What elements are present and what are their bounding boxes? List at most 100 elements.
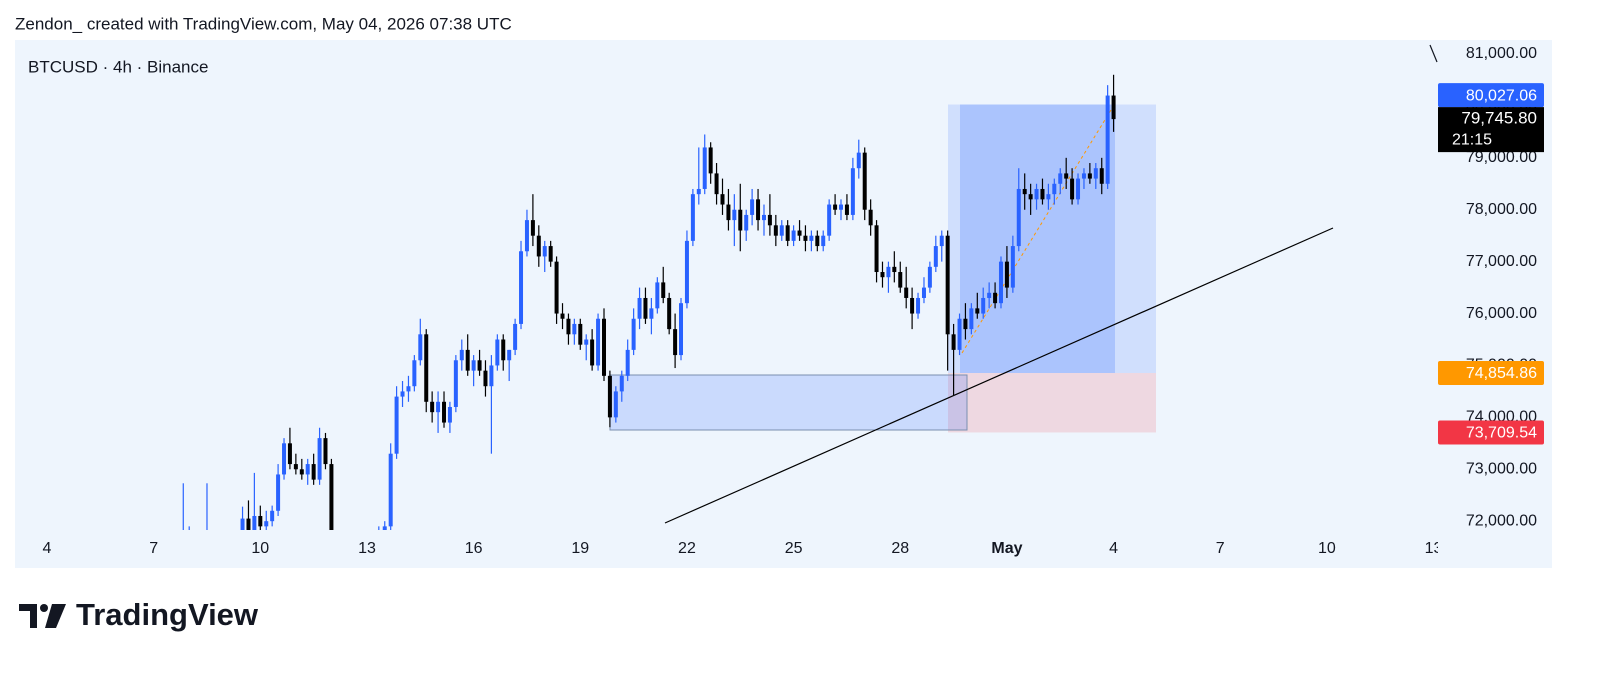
zone-rectangle: [609, 374, 968, 431]
candle-body: [507, 349, 512, 361]
candle-body: [1046, 194, 1051, 200]
logo-text: TradingView: [76, 597, 259, 632]
candle-body: [584, 339, 589, 345]
candle-body: [969, 308, 974, 330]
candle-body: [442, 401, 447, 423]
candle-body: [400, 391, 405, 397]
candle-body: [809, 235, 814, 241]
candle-body: [329, 464, 334, 530]
price-tag-label: 73,709.54: [1466, 425, 1537, 442]
candle-body: [803, 235, 808, 241]
y-tick-label: 79,000.00: [1466, 149, 1537, 166]
candle-body: [1010, 246, 1015, 288]
price-tag: [1438, 83, 1544, 108]
candle-body: [625, 349, 630, 376]
x-tick-label: 16: [465, 540, 483, 557]
loss-zone: [948, 372, 1156, 433]
candle-body: [744, 214, 749, 231]
candle-body: [317, 438, 322, 480]
candle-body: [1099, 168, 1104, 184]
candle-body: [270, 510, 275, 522]
candle-body: [655, 282, 660, 309]
x-tick-label: May: [991, 540, 1022, 557]
candle-body: [838, 204, 843, 210]
candle-body: [477, 360, 482, 371]
candle-body: [690, 194, 695, 241]
profit-zone-filled: [960, 104, 1115, 373]
candle-body: [998, 261, 1003, 304]
candle-body: [524, 220, 529, 252]
candle-body: [767, 214, 772, 226]
x-tick-label: 7: [149, 540, 158, 557]
drawings: [948, 104, 1156, 433]
x-tick-label: 28: [891, 540, 909, 557]
x-tick-label: 25: [785, 540, 803, 557]
countdown: 21:15: [1452, 131, 1492, 148]
candle-body: [1052, 183, 1057, 195]
x-tick-label: 4: [1109, 540, 1118, 557]
candle-body: [489, 365, 494, 387]
candle-body: [1111, 95, 1116, 120]
candle-body: [732, 209, 737, 221]
candle-body: [554, 261, 559, 314]
trend-line: [664, 227, 1334, 524]
candle-body: [916, 297, 921, 314]
candle-body: [596, 318, 601, 366]
candle-body: [898, 272, 903, 288]
candle-body: [779, 225, 784, 236]
candle-body: [667, 297, 672, 330]
candle-body: [975, 308, 980, 314]
candle-body: [483, 370, 488, 387]
plot: [182, 74, 1334, 530]
candle-body: [311, 464, 316, 480]
candle-body: [945, 235, 950, 335]
y-tick-label: 72,000.00: [1466, 512, 1537, 529]
candle-body: [821, 235, 826, 247]
candle-body: [246, 518, 251, 530]
candle-body: [673, 329, 678, 356]
last-price-label: 79,745.80: [1461, 109, 1537, 128]
symbol: BTCUSD · 4h · Binance: [28, 57, 208, 76]
candle-body: [862, 152, 867, 210]
candle-body: [572, 323, 577, 335]
candle-body: [874, 225, 879, 273]
candle-body: [720, 194, 725, 205]
axis-artifact: [1429, 44, 1438, 63]
y-tick-label: 76,000.00: [1466, 305, 1537, 322]
candle-body: [602, 318, 607, 376]
candle-body: [513, 323, 518, 350]
candle-body: [607, 375, 612, 418]
candle-body: [536, 235, 541, 257]
candle-body: [305, 464, 310, 475]
candle-body: [1040, 188, 1045, 200]
candle-body: [1076, 178, 1081, 200]
candle-body: [880, 272, 885, 278]
candle-body: [756, 199, 761, 221]
candle-body: [886, 266, 891, 278]
candle-body: [1064, 173, 1069, 179]
x-tick-label: 7: [1216, 540, 1225, 557]
candle-body: [868, 209, 873, 226]
x-tick-label: 10: [251, 540, 269, 557]
logo-icon: [19, 604, 37, 611]
candle-body: [927, 266, 932, 288]
candle-body: [1070, 178, 1075, 200]
candle-body: [957, 318, 962, 350]
candle-body: [406, 386, 411, 392]
candle-body: [933, 246, 938, 267]
candle-body: [815, 235, 820, 247]
candle-body: [631, 318, 636, 350]
candle-body: [293, 464, 298, 470]
candle-body: [951, 334, 956, 350]
position-path: [961, 104, 1115, 354]
candle-body: [282, 443, 287, 475]
candle-body: [459, 349, 464, 361]
candle-body: [530, 220, 535, 236]
candle-body: [856, 152, 861, 169]
candle-body: [1093, 168, 1098, 179]
x-tick-label: 19: [571, 540, 589, 557]
y-tick-label: 73,000.00: [1466, 460, 1537, 477]
candle-body: [412, 360, 417, 387]
candle-body: [661, 282, 666, 298]
